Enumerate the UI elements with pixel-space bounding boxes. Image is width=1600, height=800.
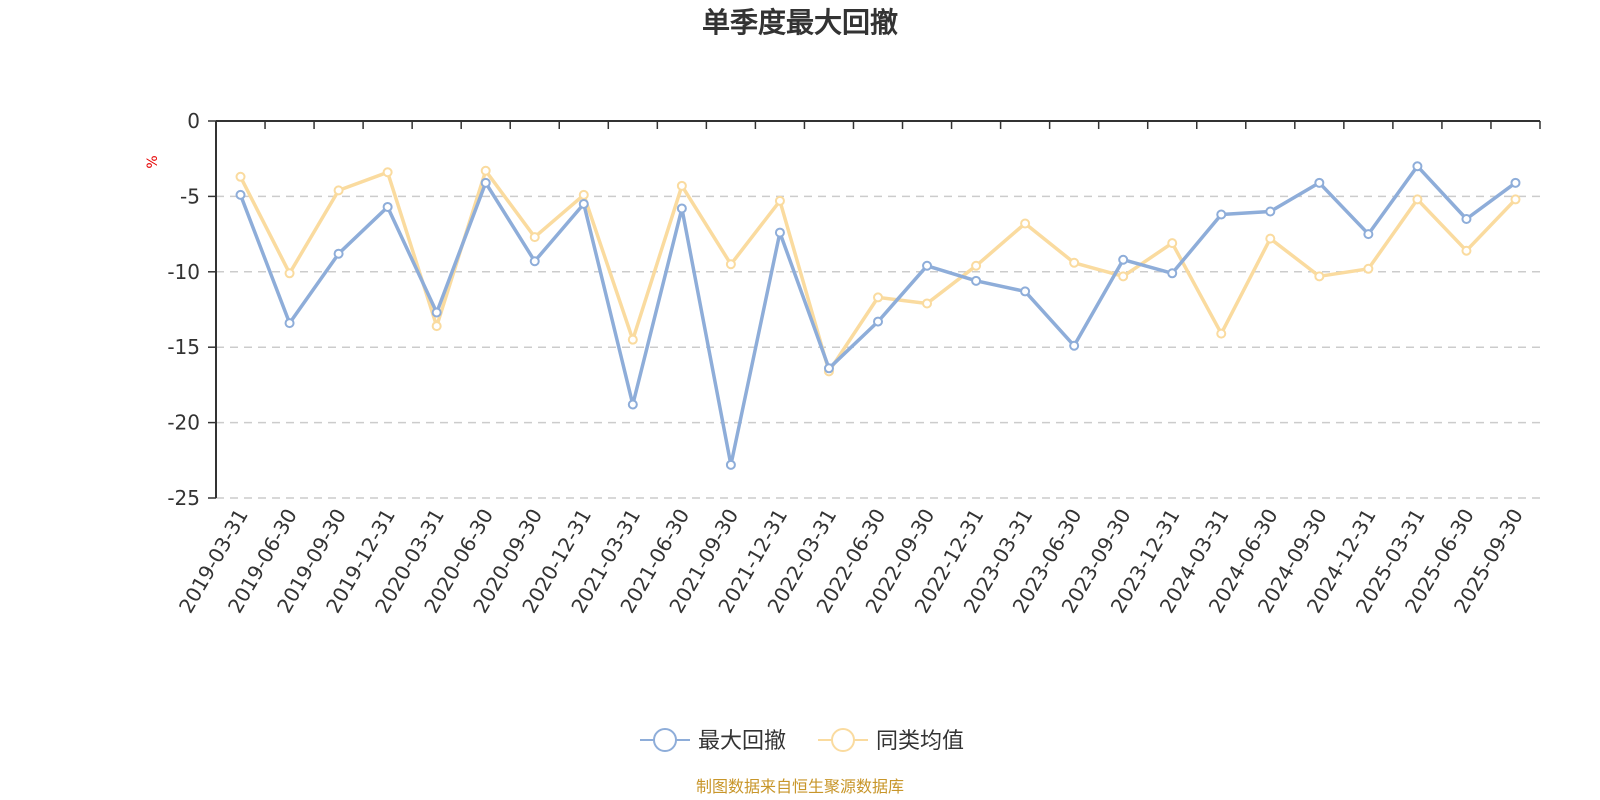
data-point[interactable]: [431, 307, 442, 318]
data-point[interactable]: [676, 180, 687, 191]
data-source-note: 制图数据来自恒生聚源数据库: [696, 777, 904, 796]
data-point[interactable]: [284, 268, 295, 279]
data-point[interactable]: [1461, 245, 1472, 256]
data-point[interactable]: [627, 399, 638, 410]
y-tick-label: -10: [167, 260, 200, 284]
x-tick-labels: 2019-03-312019-06-302019-09-302019-12-31…: [174, 504, 1528, 617]
data-point[interactable]: [333, 248, 344, 259]
data-point[interactable]: [1510, 177, 1521, 188]
y-tick-labels: 0 -5 -10 -15 -20 -25: [167, 109, 200, 510]
y-tick-label: -25: [167, 486, 200, 510]
data-point[interactable]: [1216, 209, 1227, 220]
legend-label: 最大回撤: [698, 729, 786, 754]
data-point[interactable]: [1265, 206, 1276, 217]
data-point[interactable]: [235, 189, 246, 200]
legend[interactable]: 最大回撤 同类均值: [640, 728, 964, 754]
data-point[interactable]: [922, 298, 933, 309]
y-tick-label: -15: [167, 335, 200, 359]
data-point[interactable]: [1314, 177, 1325, 188]
data-point[interactable]: [676, 203, 687, 214]
data-point[interactable]: [1265, 233, 1276, 244]
data-point[interactable]: [1118, 254, 1129, 265]
legend-marker: [653, 728, 677, 752]
chart-title: 单季度最大回撤: [702, 6, 898, 39]
data-point[interactable]: [1363, 229, 1374, 240]
data-point[interactable]: [1314, 271, 1325, 282]
y-tick-label: -5: [180, 184, 200, 208]
data-point[interactable]: [578, 198, 589, 209]
legend-item-0[interactable]: 最大回撤: [640, 728, 786, 754]
data-point[interactable]: [627, 334, 638, 345]
data-point[interactable]: [1363, 263, 1374, 274]
data-point[interactable]: [382, 201, 393, 212]
data-point[interactable]: [284, 318, 295, 329]
data-point[interactable]: [578, 189, 589, 200]
data-point[interactable]: [1020, 218, 1031, 229]
data-point[interactable]: [1069, 257, 1080, 268]
data-point[interactable]: [1020, 286, 1031, 297]
data-point[interactable]: [922, 260, 933, 271]
data-point[interactable]: [1167, 238, 1178, 249]
data-point[interactable]: [382, 167, 393, 178]
data-point[interactable]: [774, 195, 785, 206]
data-point[interactable]: [971, 275, 982, 286]
data-point[interactable]: [873, 292, 883, 303]
y-axis-unit: %: [145, 155, 161, 168]
data-point[interactable]: [480, 177, 491, 188]
data-point[interactable]: [1510, 194, 1521, 205]
data-point[interactable]: [235, 171, 246, 182]
data-point[interactable]: [480, 165, 491, 176]
data-point[interactable]: [1069, 340, 1080, 351]
y-tick-label: -20: [167, 411, 200, 435]
data-point[interactable]: [529, 256, 540, 267]
data-point[interactable]: [333, 185, 344, 196]
data-point[interactable]: [873, 316, 883, 327]
data-point[interactable]: [1461, 214, 1472, 225]
legend-item-1[interactable]: 同类均值: [818, 728, 964, 754]
axes: [208, 120, 1541, 499]
data-point[interactable]: [971, 260, 982, 271]
legend-label: 同类均值: [876, 729, 964, 754]
data-point[interactable]: [1412, 194, 1423, 205]
data-point[interactable]: [774, 227, 785, 238]
data-point[interactable]: [823, 363, 834, 374]
data-point[interactable]: [1118, 271, 1129, 282]
data-point[interactable]: [431, 321, 442, 332]
grid-lines: [216, 195, 1540, 499]
data-point[interactable]: [725, 459, 736, 470]
series-lines: [235, 161, 1521, 470]
data-point[interactable]: [529, 232, 540, 243]
data-point[interactable]: [1216, 328, 1227, 339]
y-tick-label: 0: [187, 109, 200, 133]
data-point[interactable]: [1167, 268, 1178, 279]
legend-marker: [831, 728, 855, 752]
data-point[interactable]: [1412, 161, 1423, 172]
data-point[interactable]: [725, 259, 736, 270]
